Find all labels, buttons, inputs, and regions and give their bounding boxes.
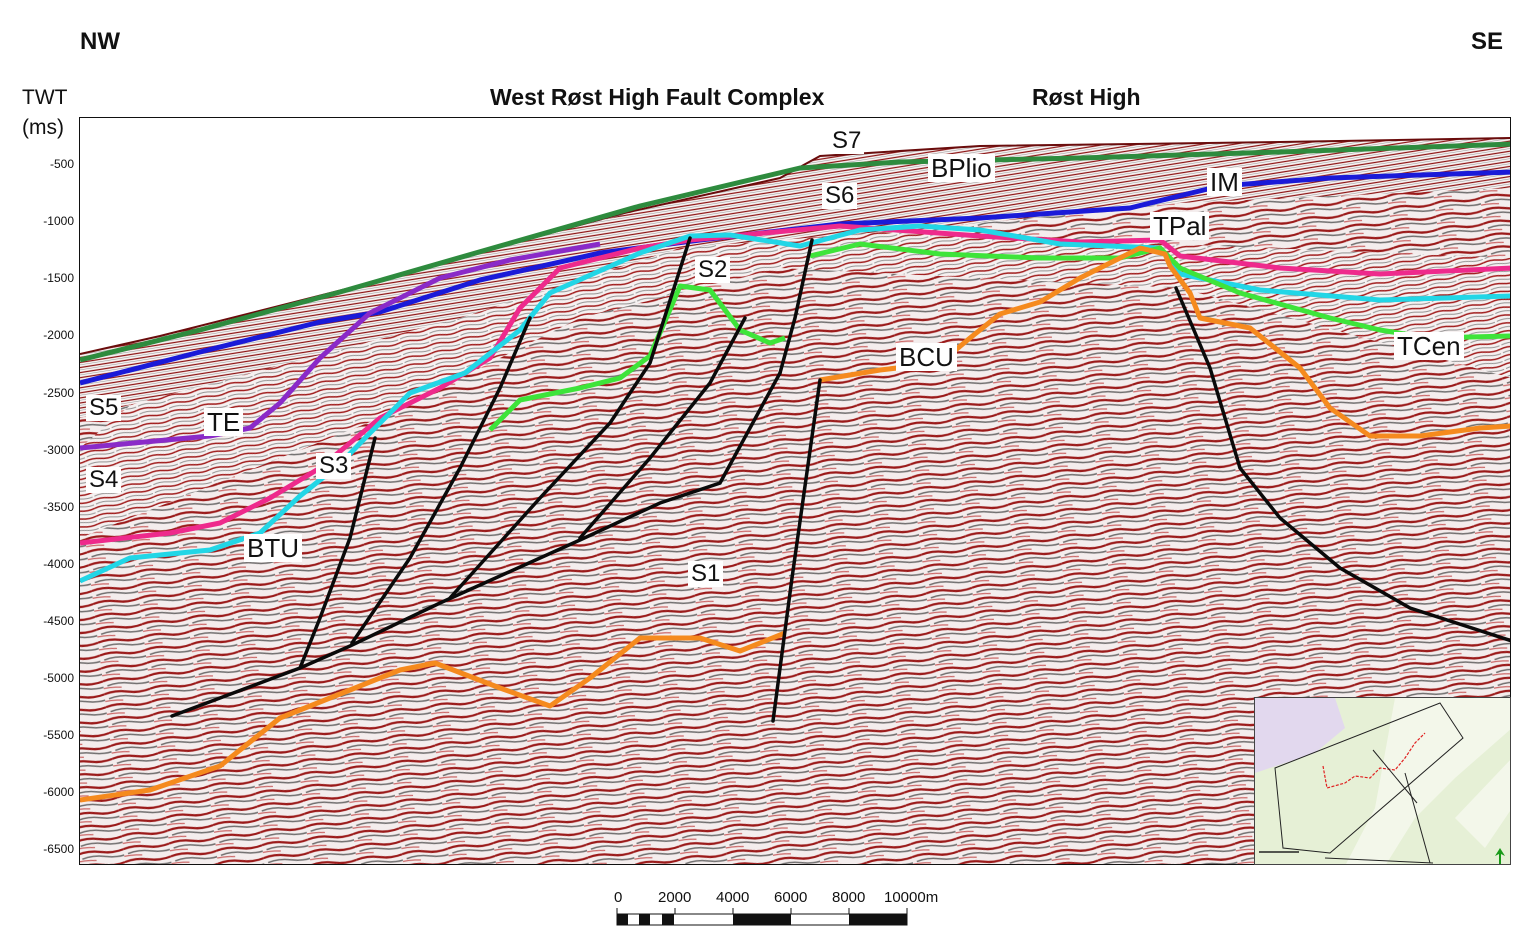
fault-1 (298, 436, 377, 670)
label-btu: BTU (244, 534, 302, 562)
y-tick: -3500 (43, 500, 74, 514)
inset-crossline (1372, 749, 1418, 804)
label-tcen: TCen (1394, 332, 1464, 360)
scale-bar: 0 2000 4000 6000 8000 10000m (614, 884, 944, 934)
scale-label: 10000m (884, 889, 938, 906)
horizon-bplio (80, 141, 1510, 363)
inset-survey-edge (1404, 772, 1431, 864)
fault-detachment (170, 371, 782, 718)
label-te: TE (204, 408, 244, 436)
location-inset-map (1254, 697, 1511, 865)
shallow-reflectors (80, 136, 1510, 418)
scale-label: 0 (614, 889, 622, 906)
scale-label: 8000 (832, 889, 865, 906)
scale-bar-svg: 0 2000 4000 6000 8000 10000m (614, 889, 938, 926)
inset-north-arrow-icon (1495, 848, 1505, 864)
inset-light-zone (1346, 698, 1510, 864)
y-tick: -5000 (43, 671, 74, 685)
scale-label: 6000 (774, 889, 807, 906)
inset-survey-outline (1274, 702, 1464, 854)
direction-se: SE (1471, 28, 1504, 55)
label-s2: S2 (695, 257, 731, 283)
axis-label-unit: (ms) (22, 116, 64, 139)
y-tick: -5500 (43, 728, 74, 742)
inset-light-zone-2 (1455, 760, 1510, 848)
region-label-rost-high: Røst High (1032, 84, 1141, 110)
fault-2 (350, 316, 532, 645)
label-im: IM (1207, 168, 1242, 196)
horizon-bcu-deep (80, 630, 786, 803)
fault-6 (771, 378, 822, 723)
label-s7: S7 (829, 128, 865, 154)
y-tick: -6500 (43, 842, 74, 856)
y-tick: -2000 (43, 328, 74, 342)
scale-label: 4000 (716, 889, 749, 906)
inset-map-svg (1255, 698, 1510, 864)
inset-shaded-area (1255, 698, 1345, 773)
label-s5: S5 (86, 395, 122, 421)
horizon-bcu-east (819, 245, 1510, 439)
label-bcu: BCU (896, 343, 957, 371)
water-column (80, 118, 1510, 354)
label-s3: S3 (316, 453, 352, 479)
seabed (80, 137, 1510, 355)
label-s4: S4 (86, 467, 122, 493)
y-tick: -2500 (43, 386, 74, 400)
label-bplio: BPlio (928, 154, 995, 182)
y-tick: -4000 (43, 557, 74, 571)
label-tpal: TPal (1150, 212, 1210, 240)
scale-label: 2000 (658, 889, 691, 906)
y-tick: -1000 (43, 214, 74, 228)
fault-rost-high (1174, 286, 1510, 643)
horizon-tpal (80, 223, 1510, 546)
axis-label-twt: TWT (22, 86, 68, 109)
y-tick: -6000 (43, 785, 74, 799)
fault-3 (448, 236, 692, 600)
y-tick: -500 (49, 157, 74, 171)
label-s1: S1 (688, 561, 724, 587)
horizon-tcen-east (809, 241, 1510, 341)
fault-5 (778, 238, 814, 375)
scale-bar-segments (616, 908, 908, 926)
inset-survey-base (1324, 857, 1434, 864)
region-label-fault-complex: West Røst High Fault Complex (490, 84, 825, 110)
faults (170, 236, 1510, 723)
y-tick: -1500 (43, 271, 74, 285)
y-tick: -3000 (43, 443, 74, 457)
y-tick: -4500 (43, 614, 74, 628)
inset-profile-line (1322, 732, 1426, 789)
direction-nw: NW (80, 28, 120, 55)
label-s6: S6 (822, 183, 858, 209)
fault-4 (578, 316, 747, 540)
